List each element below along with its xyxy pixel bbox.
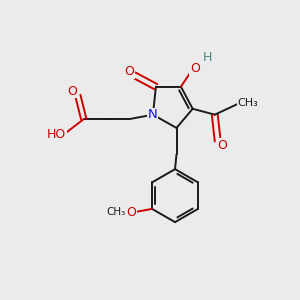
Text: O: O	[68, 85, 77, 98]
Text: O: O	[217, 139, 227, 152]
Text: N: N	[148, 108, 158, 121]
Text: O: O	[190, 62, 200, 75]
Text: H: H	[203, 51, 212, 64]
Text: O: O	[127, 206, 136, 219]
Text: HO: HO	[47, 128, 66, 141]
Text: O: O	[124, 65, 134, 79]
Text: CH₃: CH₃	[106, 207, 125, 218]
Text: CH₃: CH₃	[238, 98, 258, 108]
